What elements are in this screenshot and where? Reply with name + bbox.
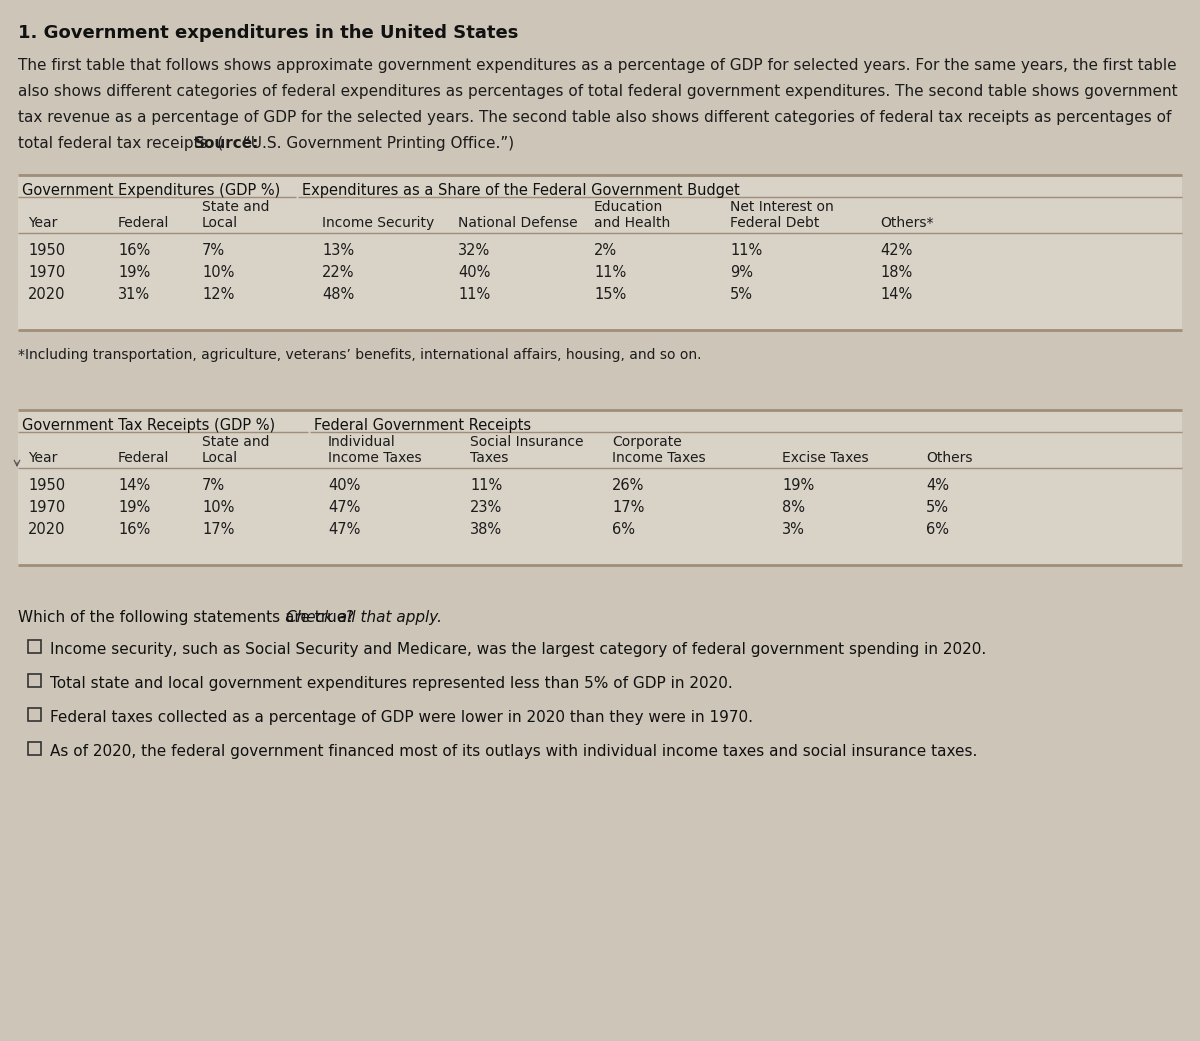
Text: 6%: 6%: [926, 522, 949, 537]
Bar: [28, 674, 41, 687]
Text: 2020: 2020: [28, 522, 66, 537]
Text: 38%: 38%: [470, 522, 502, 537]
Text: Expenditures as a Share of the Federal Government Budget: Expenditures as a Share of the Federal G…: [302, 183, 739, 198]
Text: *Including transportation, agriculture, veterans’ benefits, international affair: *Including transportation, agriculture, …: [18, 348, 702, 362]
Text: Income Security: Income Security: [322, 215, 434, 230]
Text: 14%: 14%: [880, 287, 912, 302]
Text: Others*: Others*: [880, 215, 934, 230]
Text: Government Expenditures (GDP %): Government Expenditures (GDP %): [22, 183, 281, 198]
Text: 6%: 6%: [612, 522, 635, 537]
Text: 1970: 1970: [28, 265, 65, 280]
Text: and Health: and Health: [594, 215, 671, 230]
Text: Federal: Federal: [118, 215, 169, 230]
Text: 2%: 2%: [594, 243, 617, 258]
Text: 3%: 3%: [782, 522, 805, 537]
Text: Local: Local: [202, 451, 238, 465]
Text: 48%: 48%: [322, 287, 354, 302]
Text: As of 2020, the federal government financed most of its outlays with individual : As of 2020, the federal government finan…: [50, 744, 977, 759]
Text: 11%: 11%: [458, 287, 491, 302]
Text: Federal: Federal: [118, 451, 169, 465]
Text: 16%: 16%: [118, 243, 150, 258]
Text: Federal Debt: Federal Debt: [730, 215, 820, 230]
Text: 31%: 31%: [118, 287, 150, 302]
Text: The first table that follows shows approximate government expenditures as a perc: The first table that follows shows appro…: [18, 58, 1177, 73]
Text: National Defense: National Defense: [458, 215, 577, 230]
Text: 9%: 9%: [730, 265, 754, 280]
Text: 40%: 40%: [328, 478, 360, 493]
Text: Local: Local: [202, 215, 238, 230]
Text: 15%: 15%: [594, 287, 626, 302]
Text: Income security, such as Social Security and Medicare, was the largest category : Income security, such as Social Security…: [50, 642, 986, 657]
Text: Income Taxes: Income Taxes: [328, 451, 421, 465]
Text: Net Interest on: Net Interest on: [730, 200, 834, 214]
Text: 7%: 7%: [202, 478, 226, 493]
Text: Income Taxes: Income Taxes: [612, 451, 706, 465]
Text: Year: Year: [28, 451, 58, 465]
Text: Which of the following statements are true?: Which of the following statements are tr…: [18, 610, 359, 625]
Text: Excise Taxes: Excise Taxes: [782, 451, 869, 465]
Text: 10%: 10%: [202, 500, 234, 515]
Text: 19%: 19%: [118, 265, 150, 280]
Text: 16%: 16%: [118, 522, 150, 537]
Bar: [28, 640, 41, 653]
Bar: [18, 175, 1182, 330]
Text: State and: State and: [202, 200, 270, 214]
Text: 17%: 17%: [202, 522, 234, 537]
Text: 32%: 32%: [458, 243, 491, 258]
Text: 17%: 17%: [612, 500, 644, 515]
Text: 19%: 19%: [118, 500, 150, 515]
Text: Federal taxes collected as a percentage of GDP were lower in 2020 than they were: Federal taxes collected as a percentage …: [50, 710, 754, 725]
Text: 4%: 4%: [926, 478, 949, 493]
Text: 5%: 5%: [926, 500, 949, 515]
Text: 5%: 5%: [730, 287, 754, 302]
Text: 18%: 18%: [880, 265, 912, 280]
Text: Individual: Individual: [328, 435, 396, 449]
Text: 1. Government expenditures in the United States: 1. Government expenditures in the United…: [18, 24, 518, 42]
Text: 11%: 11%: [730, 243, 762, 258]
Text: Social Insurance: Social Insurance: [470, 435, 583, 449]
Text: 7%: 7%: [202, 243, 226, 258]
Text: 26%: 26%: [612, 478, 644, 493]
Text: 8%: 8%: [782, 500, 805, 515]
Text: 12%: 12%: [202, 287, 234, 302]
Text: 11%: 11%: [594, 265, 626, 280]
Text: Source:: Source:: [193, 136, 259, 151]
Text: Taxes: Taxes: [470, 451, 509, 465]
Text: Check all that apply.: Check all that apply.: [286, 610, 442, 625]
Bar: [28, 708, 41, 721]
Text: 47%: 47%: [328, 522, 360, 537]
Bar: [18, 410, 1182, 565]
Text: Others: Others: [926, 451, 972, 465]
Text: Federal Government Receipts: Federal Government Receipts: [314, 418, 532, 433]
Text: 11%: 11%: [470, 478, 503, 493]
Text: “U.S. Government Printing Office.”): “U.S. Government Printing Office.”): [238, 136, 514, 151]
Text: 14%: 14%: [118, 478, 150, 493]
Text: 2020: 2020: [28, 287, 66, 302]
Text: Year: Year: [28, 215, 58, 230]
Text: 23%: 23%: [470, 500, 503, 515]
Text: 1970: 1970: [28, 500, 65, 515]
Text: State and: State and: [202, 435, 270, 449]
Text: 47%: 47%: [328, 500, 360, 515]
Text: 22%: 22%: [322, 265, 354, 280]
Text: tax revenue as a percentage of GDP for the selected years. The second table also: tax revenue as a percentage of GDP for t…: [18, 110, 1171, 125]
Text: total federal tax receipts. (: total federal tax receipts. (: [18, 136, 223, 151]
Text: Total state and local government expenditures represented less than 5% of GDP in: Total state and local government expendi…: [50, 676, 733, 691]
Text: 1950: 1950: [28, 478, 65, 493]
Text: 13%: 13%: [322, 243, 354, 258]
Text: also shows different categories of federal expenditures as percentages of total : also shows different categories of feder…: [18, 84, 1177, 99]
Text: Corporate: Corporate: [612, 435, 682, 449]
Text: 10%: 10%: [202, 265, 234, 280]
Text: 42%: 42%: [880, 243, 912, 258]
Text: 1950: 1950: [28, 243, 65, 258]
Bar: [28, 742, 41, 755]
Text: 19%: 19%: [782, 478, 815, 493]
Text: Education: Education: [594, 200, 664, 214]
Text: 40%: 40%: [458, 265, 491, 280]
Text: Government Tax Receipts (GDP %): Government Tax Receipts (GDP %): [22, 418, 275, 433]
